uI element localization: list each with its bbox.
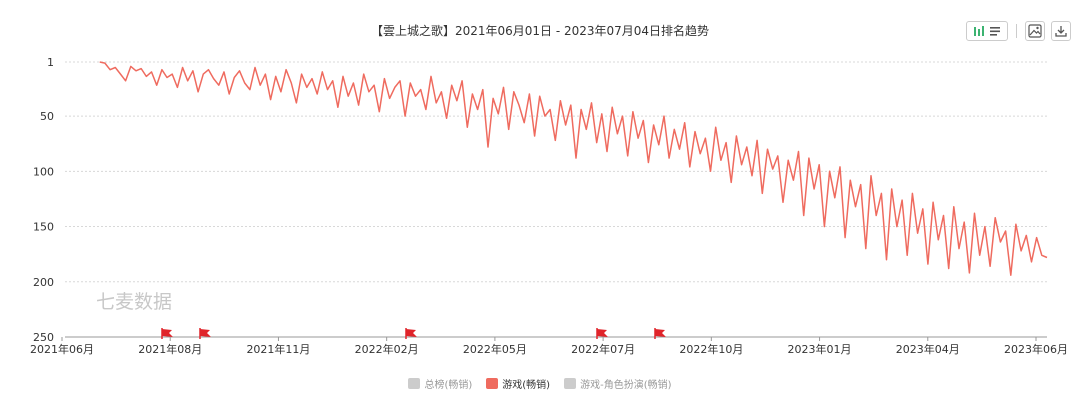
legend-item-games[interactable]: 游戏(畅销) <box>486 376 550 391</box>
legend-item-overall[interactable]: 总榜(畅销) <box>408 376 472 391</box>
x-tick-label: 2022年05月 <box>463 342 527 356</box>
chart-title: 【雲上城之歌】2021年06月01日 - 2023年07月04日排名趋势 <box>370 24 710 38</box>
image-icon[interactable] <box>1025 21 1045 41</box>
y-tick-label: 1 <box>47 56 54 69</box>
legend-swatch <box>408 378 421 389</box>
legend-swatch <box>486 378 499 389</box>
x-tick-label: 2023年06月 <box>1004 342 1068 356</box>
y-tick-label: 100 <box>33 165 54 178</box>
toolbar-divider <box>1016 24 1017 38</box>
event-flag <box>655 329 666 337</box>
event-flag <box>597 329 608 337</box>
x-tick-label: 2021年08月 <box>138 342 202 356</box>
x-tick-label: 2022年02月 <box>355 342 419 356</box>
y-tick-label: 150 <box>33 221 54 234</box>
x-tick-label: 2022年07月 <box>571 342 635 356</box>
legend-label: 游戏(畅销) <box>502 380 551 391</box>
x-tick-label: 2021年06月 <box>30 342 94 356</box>
watermark: 七麦数据 <box>96 291 172 313</box>
download-icon[interactable] <box>1051 21 1071 41</box>
legend-swatch <box>564 378 577 389</box>
x-tick-label: 2022年10月 <box>679 342 743 356</box>
legend-item-rpg[interactable]: 游戏-角色扮演(畅销) <box>564 376 672 391</box>
chart-toolbar <box>966 20 1071 42</box>
chart-legend: 总榜(畅销) 游戏(畅销) 游戏-角色扮演(畅销) <box>0 376 1080 391</box>
event-flag <box>200 329 211 337</box>
bar-line-toggle-icon[interactable] <box>966 21 1008 41</box>
x-tick-label: 2023年04月 <box>896 342 960 356</box>
event-flag <box>162 329 173 337</box>
y-tick-label: 200 <box>33 276 54 289</box>
legend-label: 游戏-角色扮演(畅销) <box>580 380 672 391</box>
y-tick-label: 50 <box>40 110 54 123</box>
series-line-games <box>99 61 1048 276</box>
y-tick-label: 250 <box>33 331 54 344</box>
event-flag <box>406 329 417 337</box>
x-tick-label: 2021年11月 <box>246 342 310 356</box>
x-tick-label: 2023年01月 <box>788 342 852 356</box>
legend-label: 总榜(畅销) <box>424 380 473 391</box>
